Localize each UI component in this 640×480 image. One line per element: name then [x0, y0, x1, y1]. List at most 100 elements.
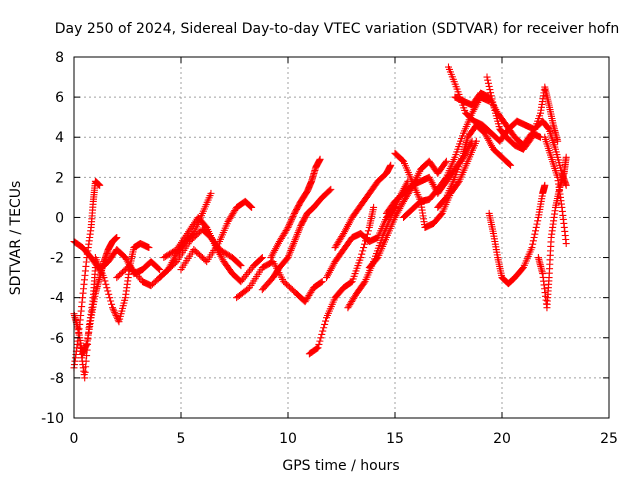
- data-point: [346, 217, 354, 225]
- data-point: [169, 257, 177, 265]
- data-point: [323, 274, 331, 282]
- data-point: [318, 278, 326, 286]
- data-point: [426, 175, 434, 183]
- data-point: [269, 250, 277, 258]
- data-point: [317, 334, 325, 342]
- data-point: [215, 249, 223, 257]
- data-point: [488, 95, 496, 103]
- data-point: [488, 142, 496, 150]
- data-point: [114, 316, 122, 324]
- data-point: [392, 212, 400, 220]
- data-point: [285, 222, 293, 230]
- data-point: [121, 254, 129, 262]
- data-point: [403, 179, 411, 187]
- data-point: [533, 220, 541, 228]
- data-point: [321, 320, 329, 328]
- data-point: [487, 140, 495, 148]
- series-track-23: [445, 63, 570, 189]
- data-point: [396, 205, 404, 213]
- data-point: [322, 317, 330, 325]
- data-point: [562, 153, 570, 161]
- data-point: [187, 224, 195, 232]
- data-point: [530, 234, 538, 241]
- data-point: [342, 224, 350, 232]
- data-point: [105, 290, 113, 298]
- data-point: [532, 223, 540, 231]
- data-point: [122, 255, 130, 263]
- series-track-25: [485, 181, 549, 288]
- x-tick-label: 10: [279, 431, 297, 447]
- data-point: [186, 226, 194, 234]
- data-point: [484, 76, 492, 84]
- data-point: [295, 227, 303, 235]
- data-point: [106, 294, 114, 302]
- data-point: [283, 255, 291, 263]
- data-point: [316, 155, 324, 163]
- data-point: [359, 247, 367, 255]
- series-track-27: [541, 133, 570, 248]
- data-point: [291, 236, 299, 244]
- data-point: [171, 253, 179, 261]
- data-point: [320, 324, 328, 332]
- data-point: [428, 179, 436, 187]
- data-point: [317, 278, 325, 286]
- data-point: [168, 258, 176, 266]
- y-tick-label: -2: [50, 251, 64, 267]
- data-point: [342, 226, 350, 234]
- data-point: [288, 243, 296, 251]
- data-point: [531, 230, 539, 238]
- data-point: [292, 234, 300, 242]
- data-point: [468, 109, 476, 117]
- data-point: [487, 92, 495, 100]
- data-point: [425, 173, 433, 181]
- data-point: [268, 252, 276, 260]
- data-point: [218, 254, 226, 262]
- data-point: [274, 241, 282, 249]
- data-point: [398, 201, 406, 209]
- data-point: [285, 250, 293, 258]
- data-point: [395, 206, 403, 214]
- data-point: [326, 266, 334, 274]
- data-point: [358, 250, 366, 258]
- data-point: [486, 86, 494, 94]
- data-point: [486, 138, 494, 146]
- data-point: [289, 213, 297, 221]
- data-point: [429, 180, 437, 188]
- data-point: [484, 135, 492, 143]
- series-track-21: [434, 121, 515, 211]
- data-point: [103, 284, 111, 292]
- data-point: [246, 202, 254, 210]
- data-point: [324, 270, 332, 278]
- series-track-15: [331, 161, 395, 252]
- data-point: [427, 177, 435, 185]
- y-tick-label: 2: [55, 170, 64, 186]
- data-point: [111, 308, 119, 316]
- data-point: [248, 203, 256, 211]
- data-point: [96, 181, 104, 189]
- data-point: [183, 229, 191, 237]
- y-tick-label: 0: [55, 210, 64, 226]
- data-point: [241, 272, 249, 280]
- data-point: [104, 287, 112, 295]
- series-group: [70, 63, 570, 382]
- data-point: [484, 79, 492, 87]
- data-point: [102, 280, 110, 288]
- y-tick-label: -10: [41, 411, 64, 427]
- data-point: [360, 244, 368, 252]
- data-point: [293, 230, 301, 238]
- data-point: [131, 269, 139, 277]
- data-point: [441, 159, 449, 167]
- data-point: [288, 216, 296, 224]
- data-point: [238, 276, 246, 284]
- data-point: [294, 229, 302, 237]
- data-point: [267, 254, 275, 262]
- data-point: [454, 179, 462, 187]
- data-point: [112, 311, 120, 319]
- data-point: [360, 279, 368, 287]
- data-point: [240, 274, 248, 282]
- data-point: [288, 214, 296, 222]
- data-point: [485, 136, 493, 144]
- data-point: [319, 327, 327, 335]
- data-point: [323, 272, 331, 280]
